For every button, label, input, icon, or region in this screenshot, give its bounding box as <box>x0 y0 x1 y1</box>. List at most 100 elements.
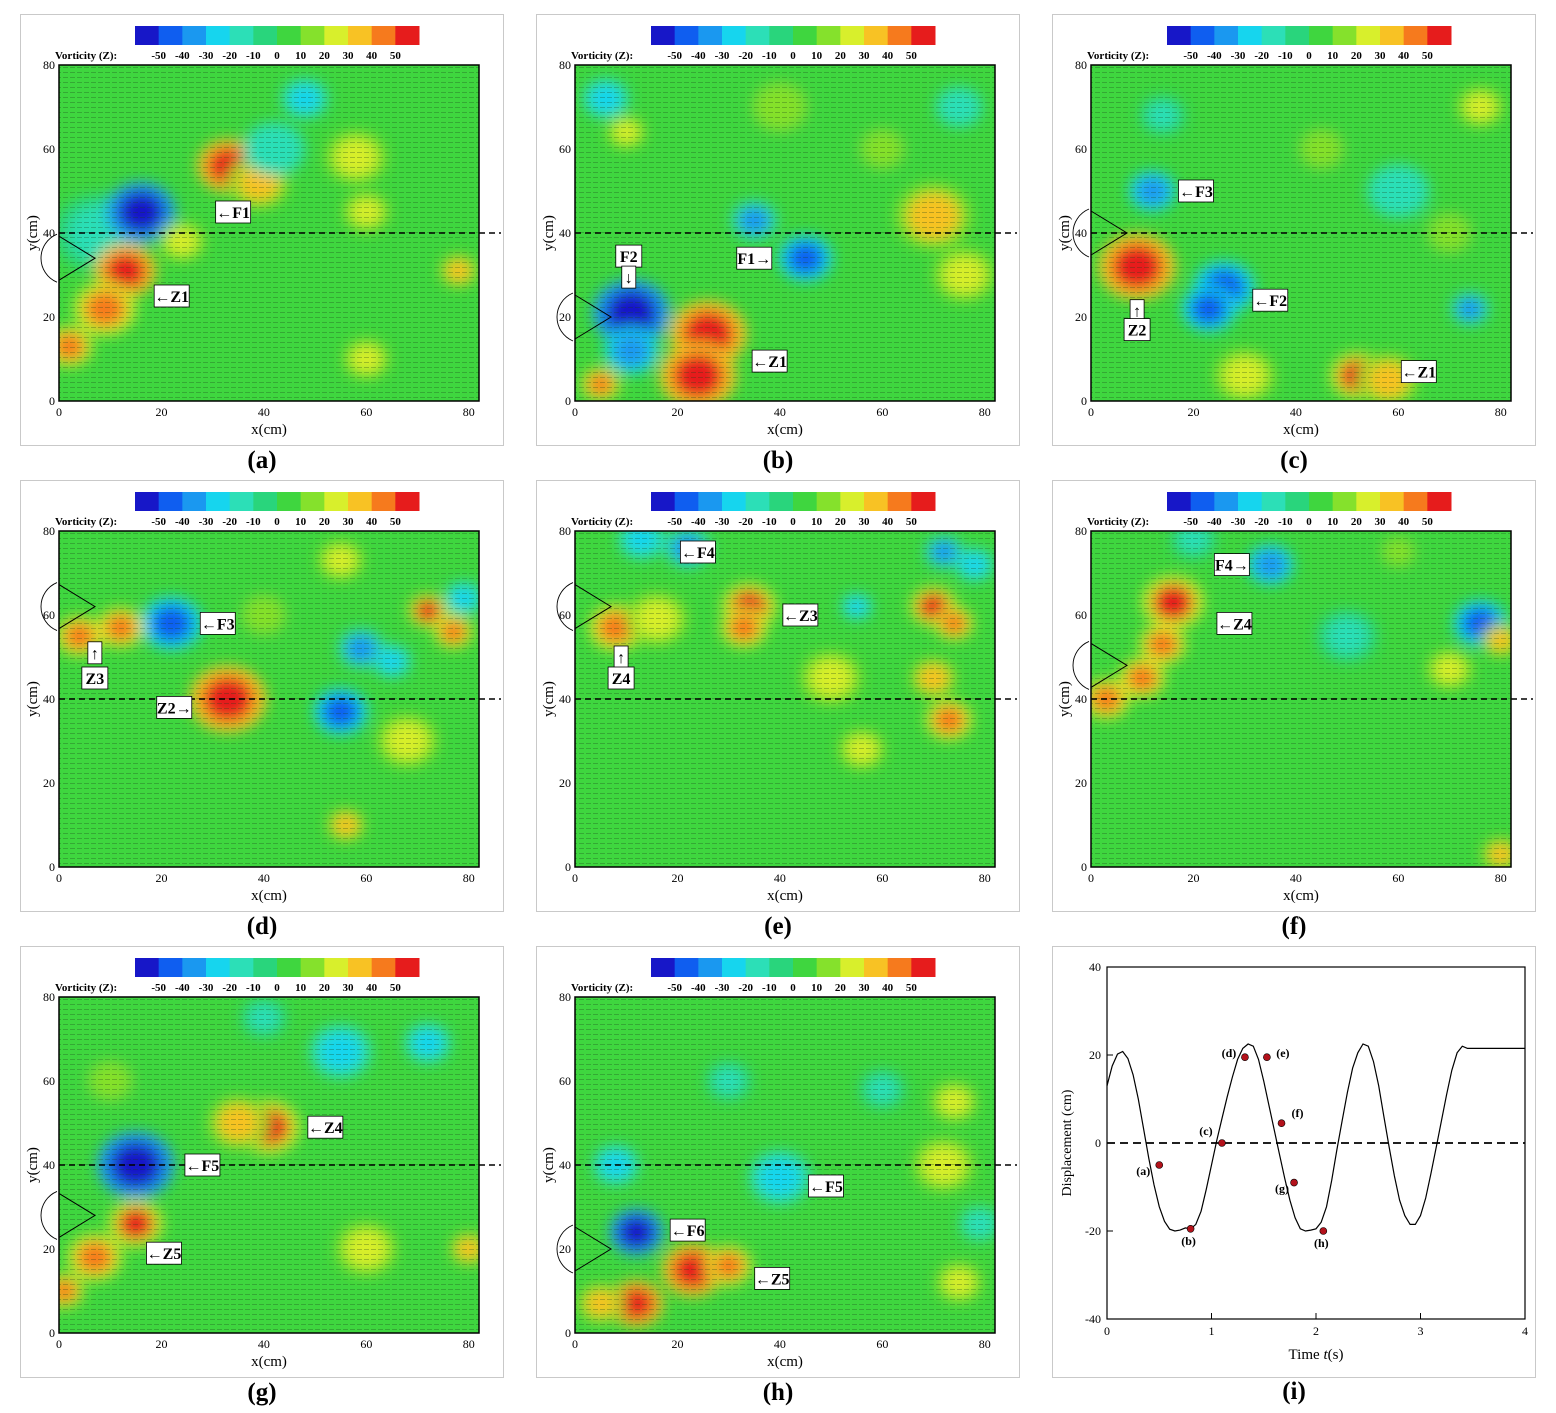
vortex-label-text: Z3 <box>86 671 105 688</box>
colorbar-swatch <box>745 26 770 45</box>
colorbar-title: Vorticity (Z): <box>55 516 117 528</box>
vortex-label-text: ←F3 <box>201 616 235 633</box>
colorbar-tick-label: -30 <box>199 982 214 994</box>
y-tick-label: 80 <box>1075 58 1087 72</box>
colorbar-swatch <box>769 492 794 511</box>
colorbar-swatch <box>651 958 676 977</box>
colorbar-tick-label: -10 <box>762 982 777 994</box>
colorbar-swatch <box>324 26 349 45</box>
caption-g: (g) <box>247 1379 277 1406</box>
colorbar-swatch <box>864 958 889 977</box>
colorbar-swatch <box>698 26 723 45</box>
x-tick-label: 80 <box>463 1337 475 1351</box>
vortex-label-text: ←F5 <box>186 1158 220 1175</box>
vortex-label: ↑ <box>613 645 629 669</box>
vortex-label-box <box>153 284 190 308</box>
vortex-label-box <box>1400 360 1437 384</box>
y-tick-label: 60 <box>559 1074 571 1088</box>
y-tick-label: 40 <box>1089 960 1101 974</box>
colorbar-swatch <box>911 958 936 977</box>
colorbar-swatch <box>911 26 936 45</box>
colorbar-swatch <box>887 958 912 977</box>
colorbar-swatch <box>1403 492 1428 511</box>
colorbar-swatch <box>1285 492 1310 511</box>
colorbar-swatch <box>1309 492 1334 511</box>
colorbar-tick-label: -40 <box>1207 516 1222 528</box>
panel-c: Vorticity (Z): -50 -40 -30 -20 -10 0 10 20 30 40 50… <box>1052 14 1536 446</box>
colorbar-swatch <box>793 26 818 45</box>
foil-motion-arc-icon <box>556 292 574 342</box>
colorbar-tick-label: 50 <box>1422 50 1434 62</box>
colorbar-tick-label: 40 <box>366 982 378 994</box>
y-tick-label: 60 <box>559 142 571 156</box>
x-tick-label: 4 <box>1522 1324 1528 1338</box>
x-tick-label: 0 <box>56 405 62 419</box>
colorbar-tick-label: -30 <box>199 50 214 62</box>
colorbar-tick-label: 10 <box>811 50 823 62</box>
vortex-label-text: ↑ <box>91 646 99 663</box>
colorbar-swatch <box>182 958 207 977</box>
colorbar-swatch <box>722 492 747 511</box>
colorbar-tick-label: 40 <box>366 516 378 528</box>
colorbar-swatch <box>840 26 865 45</box>
colorbar-tick-label: -20 <box>738 982 753 994</box>
colorbar-swatch <box>1427 26 1452 45</box>
x-tick-label: 40 <box>1290 871 1302 885</box>
colorbar-swatch <box>182 492 207 511</box>
colorbar-tick-label: 40 <box>366 50 378 62</box>
phase-point-label: (d) <box>1222 1046 1237 1060</box>
y-tick-label: 80 <box>559 990 571 1004</box>
panel-h: Vorticity (Z): -50 -40 -30 -20 -10 0 10 20 30 40 50… <box>536 946 1020 1378</box>
colorbar-title: Vorticity (Z): <box>1087 50 1149 62</box>
y-tick-label: 40 <box>43 1158 55 1172</box>
vortex-label-text: Z2 <box>1128 323 1147 340</box>
colorbar-tick-label: -10 <box>246 516 261 528</box>
colorbar-swatch <box>253 492 278 511</box>
colorbar-swatch <box>1190 492 1215 511</box>
x-tick-label: 40 <box>258 871 270 885</box>
vortex-label-box <box>1178 179 1214 203</box>
colorbar-swatch <box>816 958 841 977</box>
vortex-label-text: ←F2 <box>1253 293 1287 310</box>
vorticity-plot-a: Vorticity (Z): -50 -40 -30 -20 -10 0 10 20 30 40 50… <box>25 26 501 438</box>
phase-point <box>1263 1053 1271 1061</box>
vortex-label-box <box>754 1266 791 1290</box>
phase-point <box>1218 1139 1226 1147</box>
colorbar-swatch <box>1214 26 1239 45</box>
colorbar-tick-label: 10 <box>811 982 823 994</box>
panel-g: Vorticity (Z): -50 -40 -30 -20 -10 0 10 20 30 40 50… <box>20 946 504 1378</box>
vortex-label-box <box>87 641 103 665</box>
y-tick-label: -40 <box>1085 1312 1101 1326</box>
colorbar-tick-label: 30 <box>859 982 871 994</box>
x-tick-label: 20 <box>155 405 167 419</box>
colorbar-swatch <box>348 26 373 45</box>
vorticity-plot-e: Vorticity (Z): -50 -40 -30 -20 -10 0 10 20 30 40 50… <box>541 492 1017 904</box>
colorbar-tick-label: -20 <box>222 516 237 528</box>
colorbar-tick-label: -20 <box>738 50 753 62</box>
colorbar-title: Vorticity (Z): <box>1087 516 1149 528</box>
x-tick-label: 20 <box>671 871 683 885</box>
vortex-label: Z2→ <box>156 695 193 719</box>
colorbar-tick-label: 20 <box>835 516 847 528</box>
caption-c: (c) <box>1280 447 1308 474</box>
x-axis-label: x(cm) <box>767 422 803 438</box>
x-tick-label: 0 <box>572 871 578 885</box>
phase-point-label: (e) <box>1276 1046 1289 1060</box>
colorbar-tick-label: -50 <box>151 982 166 994</box>
colorbar-swatch <box>651 492 676 511</box>
caption-i: (i) <box>1282 1378 1306 1405</box>
vortex-label: ←F6 <box>669 1218 706 1242</box>
colorbar-tick-label: 50 <box>1422 516 1434 528</box>
colorbar-tick-label: -30 <box>715 516 730 528</box>
colorbar-tick-label: -30 <box>1231 50 1246 62</box>
colorbar-tick-label: -50 <box>667 50 682 62</box>
x-tick-label: 40 <box>258 405 270 419</box>
colorbar-title: Vorticity (Z): <box>571 50 633 62</box>
vortex-label-box <box>184 1153 221 1177</box>
colorbar-tick-label: 10 <box>295 50 307 62</box>
colorbar-tick-label: 30 <box>343 982 355 994</box>
colorbar-tick-label: -40 <box>691 516 706 528</box>
colorbar-swatch <box>1261 492 1286 511</box>
vorticity-plot-f: Vorticity (Z): -50 -40 -30 -20 -10 0 10 20 30 40 50… <box>1057 492 1533 904</box>
y-tick-label: 0 <box>49 1326 55 1340</box>
